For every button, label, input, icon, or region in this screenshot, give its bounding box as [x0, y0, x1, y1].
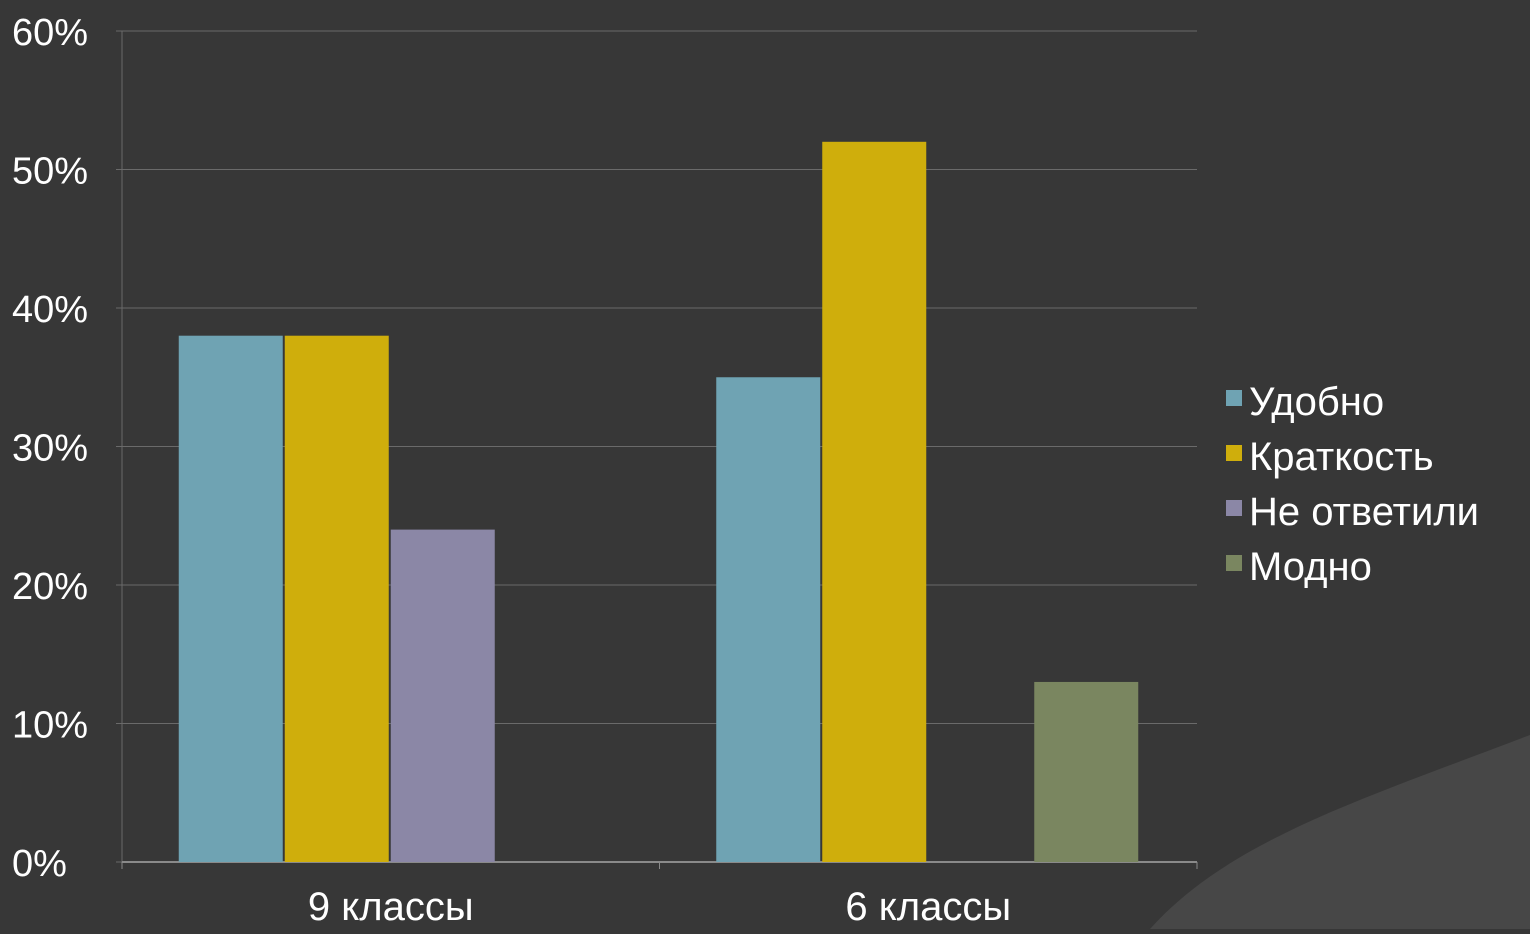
legend: Удобно Краткость Не ответили Модно	[1226, 380, 1479, 589]
bar	[822, 141, 927, 863]
x-category-label: 9 классы	[308, 885, 474, 929]
corner-decoration-shape	[1150, 735, 1530, 929]
y-tick-label: 0%	[12, 843, 67, 885]
legend-label: Удобно	[1249, 380, 1384, 424]
bar	[178, 335, 283, 862]
legend-swatch	[1226, 500, 1242, 516]
y-tick-label: 20%	[12, 566, 88, 608]
x-axis-category-labels: 9 классы 6 классы	[308, 885, 1011, 929]
legend-label: Модно	[1249, 545, 1372, 589]
bar	[284, 335, 389, 862]
bar	[390, 529, 495, 862]
legend-swatch	[1226, 555, 1242, 571]
legend-label: Краткость	[1249, 435, 1434, 479]
y-tick-label: 30%	[12, 428, 88, 470]
y-tick-label: 50%	[12, 151, 88, 193]
y-tick-label: 40%	[12, 289, 88, 331]
y-tick-label: 60%	[12, 12, 88, 54]
bars	[178, 141, 1139, 863]
y-axis-tick-labels: 0% 10% 20% 30% 40% 50% 60%	[12, 12, 88, 885]
bar	[716, 377, 821, 862]
legend-swatch	[1226, 390, 1242, 406]
bar	[1034, 681, 1139, 862]
legend-swatch	[1226, 445, 1242, 461]
x-category-label: 6 классы	[845, 885, 1011, 929]
y-tick-label: 10%	[12, 705, 88, 747]
legend-label: Не ответили	[1249, 490, 1479, 534]
